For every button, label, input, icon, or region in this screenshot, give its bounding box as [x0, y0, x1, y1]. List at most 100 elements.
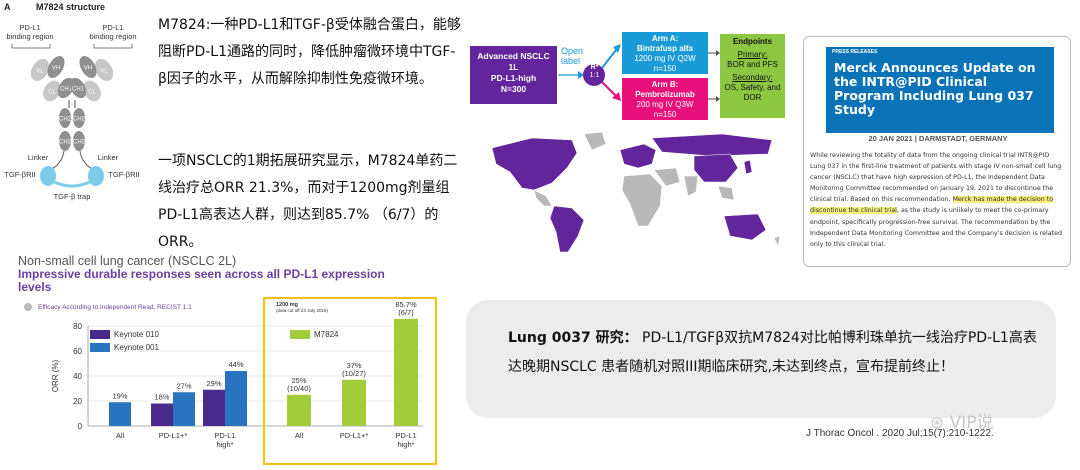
x-category-label: PD-L1	[395, 431, 416, 440]
map-greenland	[583, 131, 607, 151]
domain-label: CH1	[72, 87, 85, 93]
map-europe	[619, 143, 657, 169]
legend-label: Keynote 001	[114, 343, 159, 352]
map-new-zealand	[773, 235, 781, 247]
x-category-label: PD-L1+*	[340, 431, 369, 440]
right-region-label: PD-L1	[102, 23, 123, 32]
tgf-trap-left-domain	[40, 166, 56, 186]
flow-arrows	[558, 44, 621, 101]
legend-label: M7824	[314, 330, 339, 339]
domain-cl	[83, 80, 101, 102]
bar	[225, 371, 247, 426]
legend-label: Keynote 010	[114, 330, 159, 339]
domain-vl	[30, 58, 50, 82]
domain-ch2	[73, 108, 85, 128]
bar-value-label: 37%	[346, 361, 361, 370]
domain-cl	[43, 80, 61, 102]
endpoints-box: Endpoints Primary: BOR and PFS Secondary…	[720, 34, 785, 118]
panel-letter: A	[4, 2, 11, 12]
domain-label: CH3	[73, 140, 86, 146]
domain-label: VH	[84, 66, 92, 72]
bar-value-label: 85.7%	[395, 300, 417, 309]
bar-value-label: 18%	[154, 393, 169, 402]
lung-0037-summary: Lung 0037 研究： PD-L1/TGFβ双抗M7824对比帕博利珠单抗一…	[466, 300, 1056, 418]
world-map	[491, 131, 781, 253]
efficacy-note: Efficacy According to Independent Read, …	[38, 304, 192, 311]
description-paragraph-2: 一项NSCLC的1期拓展研究显示，M7824单药二线治疗总ORR 21.3%，而…	[158, 153, 458, 250]
press-release-header: PRESS RELEASES Merck Announces Update on…	[826, 47, 1054, 133]
orr-bar-chart: 0 20 40 60 80 ORR (%) 19% All 18% 27% PD-L1+* 29% 44…	[24, 296, 438, 466]
m7824-highlight-frame	[262, 296, 438, 466]
domain-label: CH2	[59, 117, 72, 123]
bar-value-label: 25%	[291, 376, 306, 385]
randomization-label: R* 1:1	[589, 64, 600, 79]
map-russia	[651, 133, 773, 157]
endpoint-arrows	[708, 50, 720, 102]
x-category-label: PD-L1	[214, 431, 235, 440]
arm-b-box: Arm B: Pembrolizumab 200 mg IV Q3W n=150	[622, 78, 708, 120]
map-south-america	[549, 205, 585, 253]
tgf-trap-label: TGF-β trap	[54, 192, 91, 201]
x-category-label: All	[116, 431, 125, 440]
legend-swatch	[90, 330, 110, 339]
press-date: 20 JAN 2021 | DARMSTADT, GERMANY	[868, 134, 1008, 143]
map-middle-east	[653, 167, 681, 187]
map-india	[683, 175, 699, 197]
y-tick-label: 40	[73, 372, 82, 381]
lung-label: Lung 0037 研究：	[508, 330, 638, 346]
bar	[109, 402, 131, 426]
domain-vl	[94, 58, 114, 82]
domain-label: VH	[52, 66, 60, 72]
x-category-label: high*	[397, 440, 414, 449]
domain-vh	[79, 56, 97, 78]
bar	[173, 392, 195, 426]
left-region-bracket	[11, 44, 51, 49]
map-north-america	[491, 137, 578, 191]
domain-label: CH2	[73, 117, 86, 123]
press-body: While reviewing the totality of data fro…	[810, 152, 1062, 248]
cutoff-label: (data cut off 23 July 2018)	[276, 308, 328, 313]
map-japan	[743, 159, 753, 175]
linker-left-label: Linker	[28, 153, 49, 162]
bar-value-label: 29%	[206, 379, 221, 388]
bar-value-label: 44%	[228, 360, 243, 369]
tgf-left-label: TGF-βRII	[4, 170, 35, 179]
map-china	[693, 153, 739, 183]
y-tick-label: 60	[73, 347, 82, 356]
bar-value-label: 27%	[176, 381, 191, 390]
domain-ch1	[69, 77, 87, 99]
dose-label: 1200 mg	[276, 302, 298, 308]
lung-summary-text: PD-L1/TGFβ双抗M7824对比帕博利珠单抗一线治疗PD-L1高表达晚期N…	[508, 330, 1037, 375]
bar	[394, 318, 418, 426]
chart-subtitle: Impressive durable responses seen across…	[18, 267, 385, 294]
tgf-right-label: TGF-βRII	[108, 170, 139, 179]
map-central-america	[533, 189, 553, 207]
linker-right-label: Linker	[98, 153, 119, 162]
bar-value-label: 19%	[112, 391, 127, 400]
tgf-trap-connector	[53, 180, 91, 188]
map-africa	[621, 173, 663, 227]
right-region-bracket	[93, 44, 133, 49]
domain-label: CH3	[59, 140, 72, 146]
trial-design-diagram: Advanced NSCLC 1L PD-L1-high N=300 Open …	[470, 28, 790, 128]
domain-label: CH1	[60, 87, 73, 93]
left-linker-line	[49, 150, 65, 171]
bar	[151, 403, 173, 426]
x-category-label: PD-L1+*	[159, 431, 188, 440]
domain-vh	[47, 56, 65, 78]
tgf-trap-right-domain	[88, 166, 104, 186]
legend-swatch	[90, 343, 110, 352]
domain-label: VL	[100, 69, 108, 75]
bar-value-label: (10/27)	[342, 369, 366, 378]
domain-ch3	[73, 131, 85, 151]
bar-value-label: (6/7)	[398, 308, 414, 317]
domain-label: VL	[36, 69, 44, 75]
population-box: Advanced NSCLC 1L PD-L1-high N=300	[470, 46, 557, 104]
legend-swatch	[290, 330, 310, 339]
note-icon	[24, 303, 32, 311]
x-category-label: high*	[216, 440, 233, 449]
watermark: ⊛ VIP说	[930, 413, 994, 433]
bar	[203, 389, 225, 426]
press-kicker: PRESS RELEASES	[832, 49, 878, 55]
